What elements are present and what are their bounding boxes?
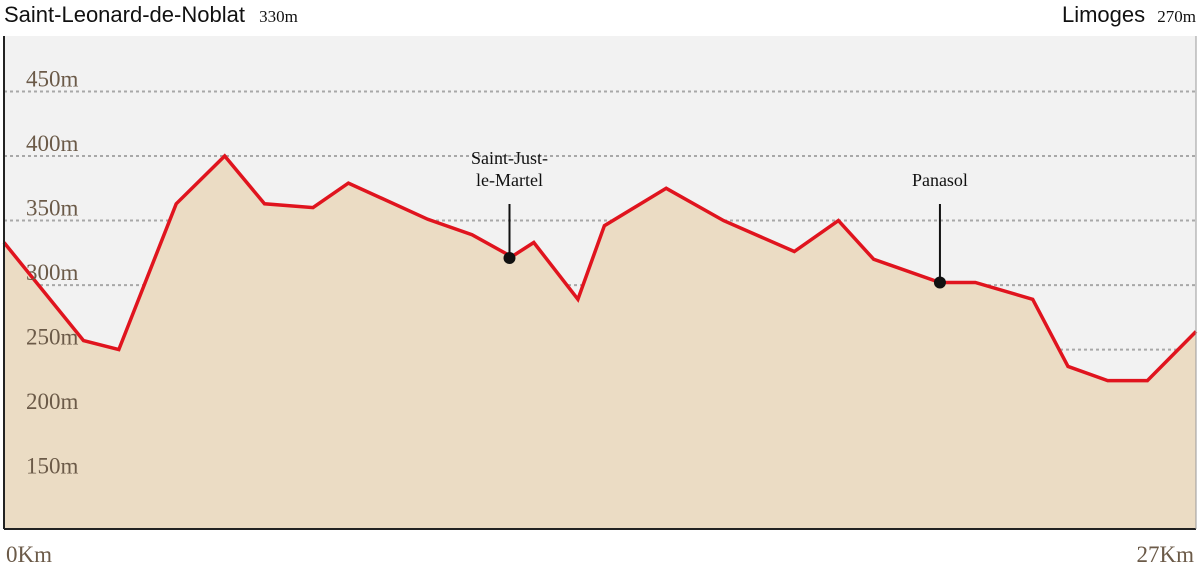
elevation-line <box>2 153 1198 383</box>
start-name: Saint-Leonard-de-Noblat <box>4 2 245 27</box>
y-tick-label: 400m <box>26 131 79 156</box>
waypoint-label: le-Martel <box>476 170 543 190</box>
waypoint-label: Panasol <box>912 170 968 190</box>
end-name: Limoges <box>1062 2 1145 27</box>
y-tick-label: 150m <box>26 454 79 479</box>
waypoint-dot <box>503 251 516 264</box>
elevation-area <box>4 156 1196 529</box>
y-tick-label: 300m <box>26 260 79 285</box>
waypoint-markers: Saint-Just-le-Martel Panasol <box>471 148 968 289</box>
y-tick-label: 250m <box>26 325 79 350</box>
waypoint-label: Saint-Just- <box>471 148 548 168</box>
start-altitude: 330m <box>259 7 298 26</box>
x-axis-tick-labels: 0Km 27Km <box>6 542 1194 567</box>
x-tick-label: 0Km <box>6 542 52 567</box>
x-tick-label: 27Km <box>1137 542 1195 567</box>
end-altitude: 270m <box>1157 7 1196 26</box>
y-axis-tick-labels: 450m 400m 350m 300m 250m 200m 150m <box>26 66 79 478</box>
y-tick-label: 350m <box>26 196 79 221</box>
start-location: Saint-Leonard-de-Noblat 330m <box>4 2 298 27</box>
y-tick-label: 200m <box>26 389 79 414</box>
end-location: Limoges 270m <box>1062 2 1196 27</box>
waypoint-dot <box>933 276 946 289</box>
y-tick-label: 450m <box>26 66 79 91</box>
